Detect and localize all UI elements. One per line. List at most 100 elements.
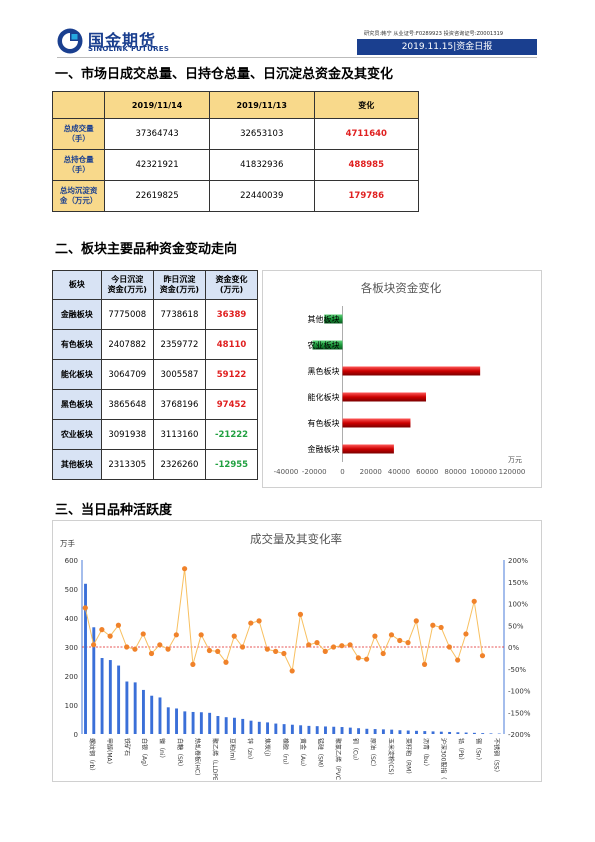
- table-header-cell: 昨日沉淀 资金(万元): [152, 270, 207, 300]
- x-tick-label: 100000: [470, 468, 497, 476]
- change-cell: 59122: [205, 359, 258, 390]
- x-tick-label: 不锈钢（SS）: [492, 738, 500, 776]
- change-cell: -21222: [205, 419, 258, 450]
- sector-fund-table: 板块 今日沉淀 资金(万元) 昨日沉淀 资金(万元) 资金变化 (万元) 金融板块 77…: [52, 270, 258, 480]
- axis-unit-label: 万元: [508, 456, 522, 464]
- change-cell: 179786: [313, 180, 420, 212]
- x-tick-label: 镍（ni）: [158, 738, 166, 761]
- volume-bar: [340, 727, 344, 734]
- change-rate-marker: [421, 661, 428, 667]
- table-header-row: 2019/11/14 2019/11/13 变化: [51, 91, 420, 119]
- volume-bar: [100, 658, 104, 734]
- change-cell: 48110: [205, 329, 258, 360]
- volume-bar: [241, 718, 245, 734]
- volume-bar: [175, 708, 178, 734]
- value-cell: 42321921: [104, 149, 210, 181]
- volume-bar: [439, 731, 443, 734]
- left-tick-label: 500: [65, 586, 78, 594]
- volume-bar: [274, 723, 278, 734]
- volume-bar: [381, 729, 385, 734]
- change-rate-marker: [380, 650, 386, 657]
- table-row: 能化板块 3064709 3005587 59122: [52, 359, 258, 390]
- x-tick-label: 黄金（Au）: [299, 738, 307, 770]
- volume-chart-title: 成交量及其变化率: [250, 532, 342, 546]
- volume-bar: [125, 681, 129, 734]
- volume-bar: [224, 717, 228, 734]
- volume-bar: [464, 732, 468, 734]
- change-rate-marker: [173, 632, 179, 638]
- change-rate-marker: [248, 620, 254, 626]
- volume-chart-panel: [52, 520, 542, 782]
- right-tick-label: 150%: [508, 579, 528, 587]
- category-label: 农业板块: [308, 340, 340, 350]
- row-label-line2: （手）: [67, 134, 90, 143]
- left-tick-label: 100: [65, 702, 78, 710]
- row-label: 总均沉淀资 金（万元）: [51, 180, 106, 212]
- change-rate-marker: [256, 618, 262, 624]
- today-value-cell: 2407882: [100, 329, 154, 360]
- volume-bar: [117, 665, 121, 734]
- volume-bar: [233, 717, 236, 734]
- change-rate-marker: [364, 656, 370, 662]
- header-line1: 资金变化: [215, 275, 248, 284]
- x-tick-label: 白银（Ag）: [141, 738, 149, 770]
- volume-bar: [415, 730, 418, 734]
- volume-bar: [431, 731, 435, 734]
- yesterday-value-cell: 2359772: [152, 329, 207, 360]
- right-tick-label: 0%: [508, 644, 519, 652]
- volume-bar: [373, 729, 377, 734]
- change-rate-marker: [446, 644, 452, 650]
- change-rate-marker: [115, 622, 122, 628]
- change-rate-marker: [471, 598, 477, 604]
- market-summary-table: 2019/11/14 2019/11/13 变化 总成交量 （手） 3736474…: [51, 91, 420, 212]
- change-rate-marker: [239, 644, 246, 650]
- bar: [342, 444, 394, 454]
- row-label-line1: 总成交量: [63, 124, 94, 133]
- section3-title: 三、当日品种活跃度: [55, 503, 173, 518]
- volume-bar: [158, 697, 162, 734]
- change-rate-marker: [273, 648, 279, 654]
- table-row: 金融板块 7775008 7738618 36389: [52, 299, 258, 330]
- table-header-cell: 2019/11/13: [208, 91, 315, 119]
- x-tick-label: 锰硅（SM）: [316, 738, 324, 771]
- volume-bar: [282, 724, 286, 734]
- row-label: 总成交量 （手）: [51, 118, 106, 150]
- row-label: 总持仓量 （手）: [51, 149, 106, 181]
- sector-label: 农业板块: [52, 419, 102, 450]
- change-rate-marker: [330, 644, 337, 650]
- change-rate-marker: [90, 642, 97, 648]
- change-rate-marker: [157, 642, 163, 648]
- x-tick-label: 甲醇(MA): [105, 738, 113, 764]
- today-value-cell: 7775008: [100, 299, 154, 330]
- header-line1: 今日沉淀: [111, 275, 144, 284]
- volume-bar: [481, 733, 485, 734]
- table-header-cell: 变化: [313, 91, 420, 119]
- category-label: 其他板块: [308, 314, 340, 324]
- yesterday-value-cell: 3113160: [152, 419, 207, 450]
- category-label: 金融板块: [308, 444, 340, 454]
- change-rate-marker: [297, 611, 304, 617]
- today-value-cell: 3865648: [100, 389, 154, 420]
- value-cell: 22619825: [104, 180, 210, 212]
- left-tick-label: 0: [74, 731, 78, 739]
- left-tick-label: 600: [65, 557, 78, 565]
- x-tick-label: 沪深300股指（IF）: [440, 738, 448, 780]
- yesterday-value-cell: 2326260: [152, 449, 207, 480]
- change-rate-marker: [479, 653, 486, 659]
- value-cell: 32653103: [208, 118, 315, 150]
- volume-bar: [290, 724, 294, 734]
- sector-label: 其他板块: [52, 449, 102, 480]
- analyst-registration: 研究员:韩宁 从业证号:F0289923 投资咨询证号:Z0001319: [364, 31, 504, 37]
- bar: [342, 418, 411, 428]
- change-rate-marker: [132, 646, 138, 652]
- change-rate-marker: [190, 661, 196, 667]
- change-rate-marker: [355, 655, 361, 661]
- x-tick-label: 玉米淀粉(CS): [387, 738, 395, 775]
- x-tick-label: 聚乙烯（LLDPE）: [211, 738, 219, 780]
- sector-chart-panel: [262, 270, 542, 488]
- sector-label: 有色板块: [52, 329, 102, 360]
- change-rate-marker: [455, 657, 461, 663]
- volume-change-chart: 万手 0 100 200 300 400 500 600 -200% -150% -100% -50%…: [60, 538, 531, 780]
- category-label: 黑色板块: [308, 366, 340, 376]
